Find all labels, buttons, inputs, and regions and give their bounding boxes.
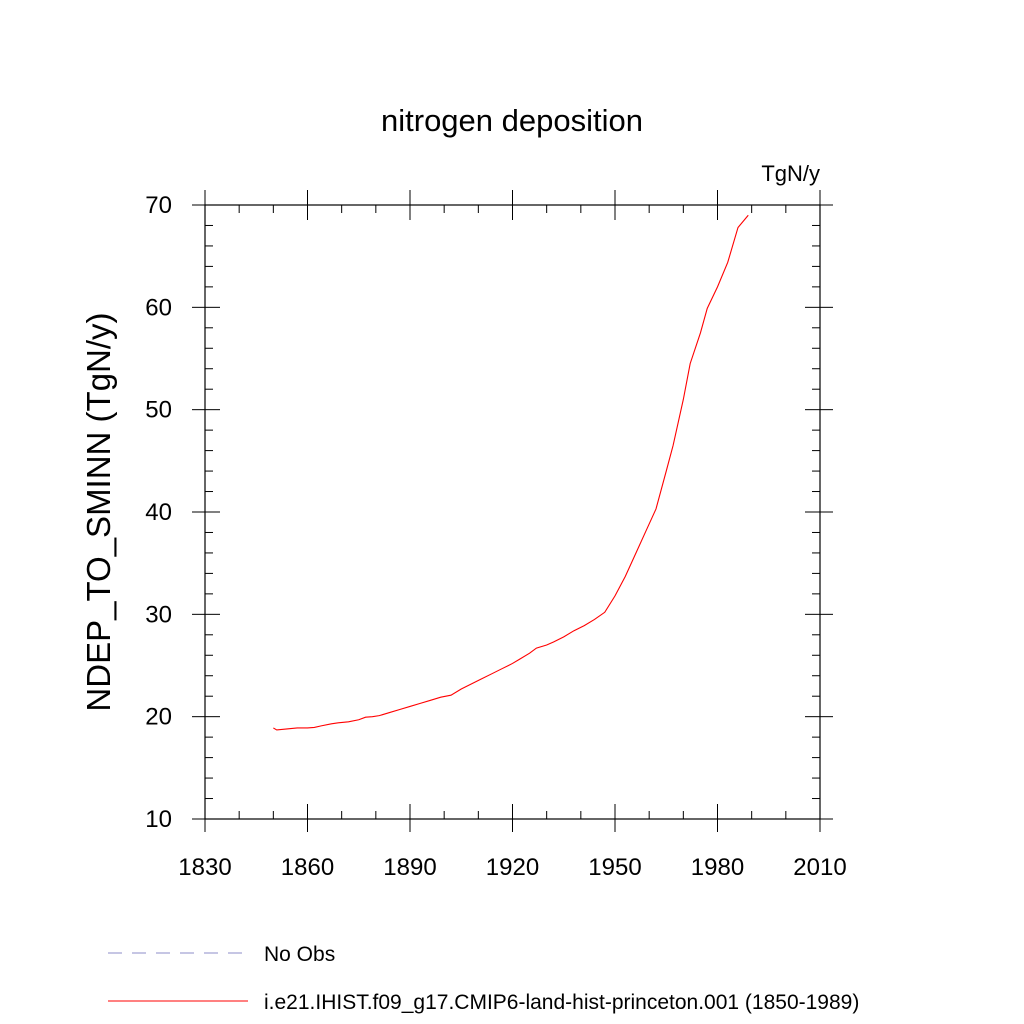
series-line-1: [273, 214, 749, 731]
y-tick-label: 60: [145, 294, 172, 321]
x-tick-label: 1920: [486, 854, 539, 881]
x-tick-label: 1950: [588, 854, 641, 881]
plot-frame: [204, 204, 821, 820]
x-tick-label: 1830: [178, 854, 231, 881]
legend-label-model-run: i.e21.IHIST.f09_g17.CMIP6-land-hist-prin…: [264, 991, 859, 1014]
x-tick-label: 1980: [691, 854, 744, 881]
x-tick-label: 1890: [383, 854, 436, 881]
y-tick-label: 70: [145, 192, 172, 219]
x-tick-label: 1860: [281, 854, 334, 881]
y-tick-label: 10: [145, 806, 172, 833]
y-tick-label: 50: [145, 397, 172, 424]
legend: No Obs i.e21.IHIST.f09_g17.CMIP6-land-hi…: [108, 943, 859, 1014]
y-tick-label: 30: [145, 601, 172, 628]
axis-ticks: [192, 190, 833, 832]
units-label: TgN/y: [761, 161, 820, 186]
series-lines: [273, 214, 749, 731]
axis-tick-labels: 1830 1860 1890 1920 1950 1980 2010102030405060…: [145, 192, 846, 881]
y-axis-label: NDEP_TO_SMINN (TgN/y): [80, 312, 117, 711]
legend-label-no-obs: No Obs: [264, 943, 335, 966]
x-tick-label: 2010: [793, 854, 846, 881]
y-tick-label: 20: [145, 704, 172, 731]
chart-title: nitrogen deposition: [381, 103, 643, 138]
y-tick-label: 40: [145, 499, 172, 526]
